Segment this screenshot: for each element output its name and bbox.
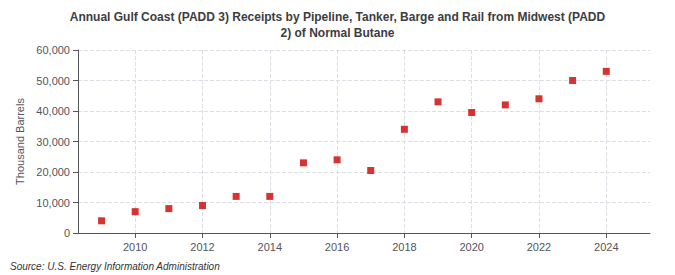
- svg-text:30,000: 30,000: [36, 136, 70, 148]
- svg-text:60,000: 60,000: [36, 44, 70, 56]
- svg-text:2016: 2016: [325, 241, 349, 253]
- svg-text:Source: U.S. Energy Informatio: Source: U.S. Energy Information Administ…: [10, 261, 220, 272]
- svg-text:50,000: 50,000: [36, 75, 70, 87]
- svg-text:2022: 2022: [527, 241, 551, 253]
- svg-text:2020: 2020: [459, 241, 483, 253]
- svg-text:20,000: 20,000: [36, 166, 70, 178]
- svg-text:2024: 2024: [594, 241, 618, 253]
- svg-text:2014: 2014: [258, 241, 282, 253]
- svg-text:2010: 2010: [123, 241, 147, 253]
- svg-text:Thousand Barrels: Thousand Barrels: [14, 98, 26, 185]
- svg-text:2012: 2012: [190, 241, 214, 253]
- svg-text:0: 0: [64, 227, 70, 239]
- svg-text:2) of Normal Butane: 2) of Normal Butane: [280, 26, 394, 40]
- svg-text:40,000: 40,000: [36, 105, 70, 117]
- svg-text:2018: 2018: [392, 241, 416, 253]
- svg-text:10,000: 10,000: [36, 197, 70, 209]
- svg-text:Annual Gulf Coast (PADD 3) Rec: Annual Gulf Coast (PADD 3) Receipts by P…: [70, 10, 606, 24]
